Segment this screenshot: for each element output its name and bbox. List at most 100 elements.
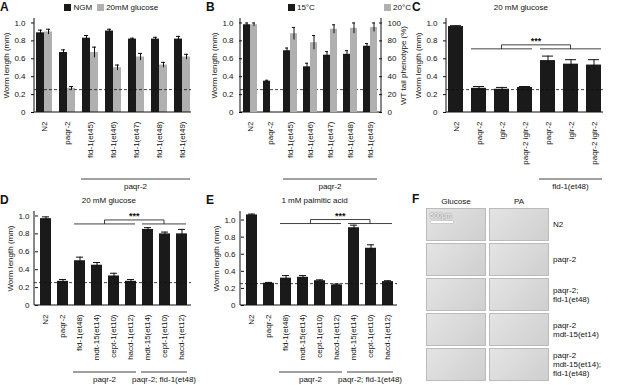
svg-text:0.6: 0.6 (224, 250, 236, 259)
svg-text:0.6: 0.6 (18, 247, 30, 256)
svg-text:0.4: 0.4 (222, 72, 234, 81)
svg-text:fld-1(et48): fld-1(et48) (75, 314, 84, 351)
svg-text:paqr-2: paqr-2 (299, 375, 323, 384)
svg-text:0.8: 0.8 (14, 36, 26, 45)
svg-text:paqr-2 iglr-2: paqr-2 iglr-2 (521, 121, 530, 165)
html-text:paqr-2;: paqr-2; (553, 285, 579, 295)
svg-text:paqr-2; fld-1(et48): paqr-2; fld-1(et48) (338, 375, 402, 384)
svg-text:0.2: 0.2 (18, 283, 30, 292)
svg-text:0: 0 (25, 301, 30, 310)
svg-text:0.8: 0.8 (224, 233, 236, 242)
svg-text:100: 100 (387, 18, 401, 28)
svg-text:60: 60 (388, 54, 397, 63)
svg-text:0.4: 0.4 (224, 267, 236, 276)
svg-text:hacd-1(et12): hacd-1(et12) (332, 314, 341, 360)
svg-text:0.8: 0.8 (426, 36, 438, 45)
svg-text:mdt-15(et14): mdt-15(et14) (349, 314, 358, 360)
html-text:NGM: NGM (73, 2, 93, 12)
svg-text:paqr-2: paqr-2 (63, 121, 72, 145)
svg-text:0.2: 0.2 (14, 90, 26, 99)
svg-text:fld-1(et49): fld-1(et49) (366, 121, 375, 158)
svg-text:paqr-2: paqr-2 (318, 182, 342, 191)
svg-text:paqr-2; fld-1(et48): paqr-2; fld-1(et48) (132, 375, 196, 384)
svg-text:1.0: 1.0 (224, 216, 236, 225)
svg-text:paqr-2: paqr-2 (266, 121, 275, 145)
svg-text:20: 20 (388, 90, 397, 99)
svg-text:hacd-1(et12): hacd-1(et12) (126, 314, 135, 360)
html-text:20mM glucose: 20mM glucose (106, 2, 159, 12)
svg-text:1.0: 1.0 (222, 19, 234, 28)
svg-text:0.4: 0.4 (14, 72, 26, 81)
svg-text:fld-1(et47): fld-1(et47) (326, 121, 335, 158)
svg-text:Worm length (mm): Worm length (mm) (6, 225, 15, 291)
svg-text:fld-1(et48): fld-1(et48) (281, 314, 290, 351)
svg-text:***: *** (531, 36, 542, 46)
svg-text:cept-1(et10): cept-1(et10) (109, 314, 118, 357)
svg-text:Worm length (mm): Worm length (mm) (210, 32, 219, 98)
svg-text:iglr-2: iglr-2 (567, 121, 576, 139)
svg-text:0.8: 0.8 (222, 36, 234, 45)
svg-text:paqr-2: paqr-2 (58, 314, 67, 338)
svg-text:0.2: 0.2 (426, 90, 438, 99)
svg-text:Worm length (mm): Worm length (mm) (2, 32, 11, 98)
svg-text:N2: N2 (247, 314, 256, 325)
svg-text:Worm length (mm): Worm length (mm) (212, 225, 221, 291)
svg-text:fld-1(et48): fld-1(et48) (346, 121, 355, 158)
svg-text:***: *** (129, 211, 140, 221)
svg-text:WT tail phenotype (%): WT tail phenotype (%) (399, 26, 408, 105)
svg-text:mdt-15(et14): mdt-15(et14) (92, 314, 101, 360)
svg-text:fld-1(et46): fld-1(et46) (109, 121, 118, 158)
svg-text:fld-1(et46): fld-1(et46) (306, 121, 315, 158)
svg-text:fld-1(et47): fld-1(et47) (132, 121, 141, 158)
html-text:20 mM glucose: 20 mM glucose (81, 195, 136, 205)
svg-text:0: 0 (229, 108, 234, 117)
svg-text:0.4: 0.4 (426, 72, 438, 81)
svg-text:paqr-2: paqr-2 (93, 375, 117, 384)
svg-text:0.6: 0.6 (426, 54, 438, 63)
svg-text:mdt-15(et14): mdt-15(et14) (143, 314, 152, 360)
svg-text:0.6: 0.6 (222, 54, 234, 63)
svg-text:0: 0 (388, 108, 393, 117)
svg-text:mdt-15(et14): mdt-15(et14) (298, 314, 307, 360)
svg-text:0: 0 (433, 108, 438, 117)
svg-text:paqr-2: paqr-2 (475, 121, 484, 145)
svg-text:0.2: 0.2 (222, 90, 234, 99)
svg-text:fld-1(et49): fld-1(et49) (178, 121, 187, 158)
svg-text:0.2: 0.2 (224, 284, 236, 293)
svg-text:fld-1(et45): fld-1(et45) (86, 121, 95, 158)
svg-text:0.6: 0.6 (14, 54, 26, 63)
html-text:20°C: 20°C (393, 2, 411, 12)
svg-text:***: *** (335, 211, 346, 221)
svg-text:N2: N2 (246, 121, 255, 132)
svg-text:40: 40 (388, 72, 397, 81)
svg-text:fld-1(et48): fld-1(et48) (552, 182, 589, 191)
svg-text:0: 0 (21, 108, 26, 117)
svg-text:N2: N2 (40, 121, 49, 132)
html-text:15°C: 15°C (297, 2, 315, 12)
svg-text:paqr-2: paqr-2 (124, 182, 148, 191)
html-text:1 mM palmitic acid: 1 mM palmitic acid (281, 195, 348, 205)
html-text:fld-1(et48): fld-1(et48) (553, 294, 590, 304)
svg-text:N2: N2 (41, 314, 50, 325)
svg-text:0: 0 (231, 301, 236, 310)
svg-text:fld-1(et45): fld-1(et45) (286, 121, 295, 158)
svg-text:hacd-1(et12): hacd-1(et12) (383, 314, 392, 360)
svg-text:cept-1(et10): cept-1(et10) (160, 314, 169, 357)
svg-text:fld-1(et48): fld-1(et48) (155, 121, 164, 158)
svg-text:iglr-2: iglr-2 (498, 121, 507, 139)
html-text:20 mM glucose: 20 mM glucose (493, 2, 548, 12)
svg-text:hacd-1(et12): hacd-1(et12) (177, 314, 186, 360)
svg-text:paqr-2: paqr-2 (264, 314, 273, 338)
svg-text:cept-1(et10): cept-1(et10) (315, 314, 324, 357)
svg-text:Worm length (mm): Worm length (mm) (414, 32, 423, 98)
svg-text:1.0: 1.0 (18, 212, 30, 221)
svg-text:1.0: 1.0 (14, 19, 26, 28)
svg-text:0.8: 0.8 (18, 229, 30, 238)
svg-text:0.4: 0.4 (18, 265, 30, 274)
svg-text:1.0: 1.0 (426, 19, 438, 28)
svg-text:cept-1(et10): cept-1(et10) (366, 314, 375, 357)
svg-text:paqr-2 iglr-2: paqr-2 iglr-2 (590, 121, 599, 165)
svg-text:80: 80 (388, 36, 397, 45)
svg-text:N2: N2 (452, 121, 461, 132)
svg-text:paqr-2: paqr-2 (544, 121, 553, 145)
